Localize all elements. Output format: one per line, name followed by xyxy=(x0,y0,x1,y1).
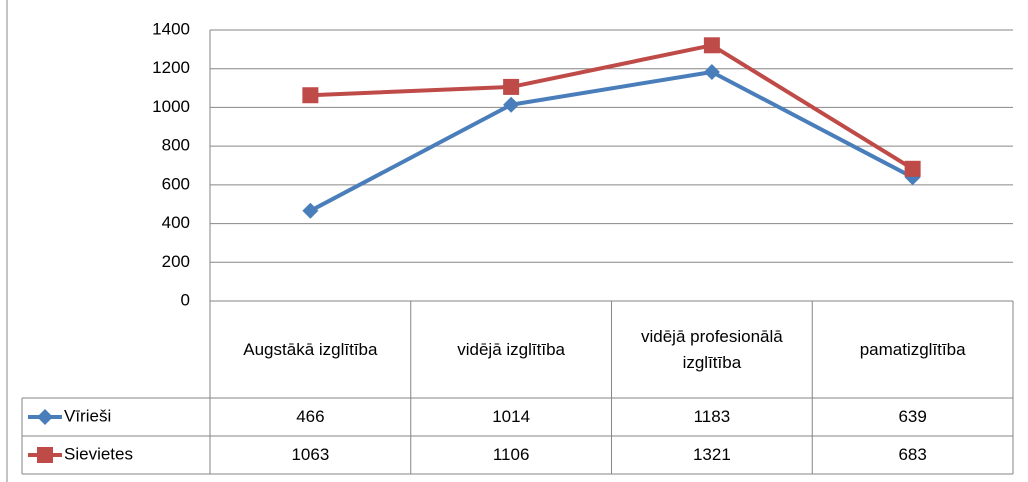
table-value: 1063 xyxy=(291,445,330,464)
table-value: 1183 xyxy=(693,407,731,426)
data-point xyxy=(703,64,720,81)
y-tick-label: 200 xyxy=(162,252,190,271)
table-value: 466 xyxy=(296,407,325,426)
table-value: 1321 xyxy=(692,445,731,464)
table-value: 1106 xyxy=(492,445,530,464)
y-tick-label: 800 xyxy=(162,136,190,155)
data-point xyxy=(703,37,720,54)
y-tick-label: 600 xyxy=(162,174,190,193)
y-tick-label: 1000 xyxy=(152,97,190,116)
legend-label: Sievietes xyxy=(64,444,133,463)
series-line xyxy=(310,43,914,171)
category-label: pamatizglītība xyxy=(859,339,966,359)
data-point xyxy=(302,202,319,219)
category-label: vidējā profesionālā izglītība xyxy=(640,326,783,372)
data-point xyxy=(904,160,921,177)
data-point xyxy=(302,87,319,104)
y-tick-label: 1400 xyxy=(152,19,190,38)
y-tick-label: 400 xyxy=(162,213,190,232)
legend-label: Vīrieši xyxy=(64,406,111,425)
data-point xyxy=(503,96,520,113)
table-value: 683 xyxy=(898,445,927,464)
legend-marker xyxy=(37,447,53,463)
legend-marker xyxy=(37,409,53,425)
y-tick-label: 0 xyxy=(181,290,190,309)
data-point xyxy=(503,78,520,95)
series-line xyxy=(309,70,914,213)
table-value: 639 xyxy=(898,407,927,426)
y-tick-label: 1200 xyxy=(152,58,190,77)
category-label: vidējā izglītība xyxy=(457,339,565,359)
table-value: 1014 xyxy=(492,407,531,426)
category-label: Augstākā izglītība xyxy=(243,339,378,359)
